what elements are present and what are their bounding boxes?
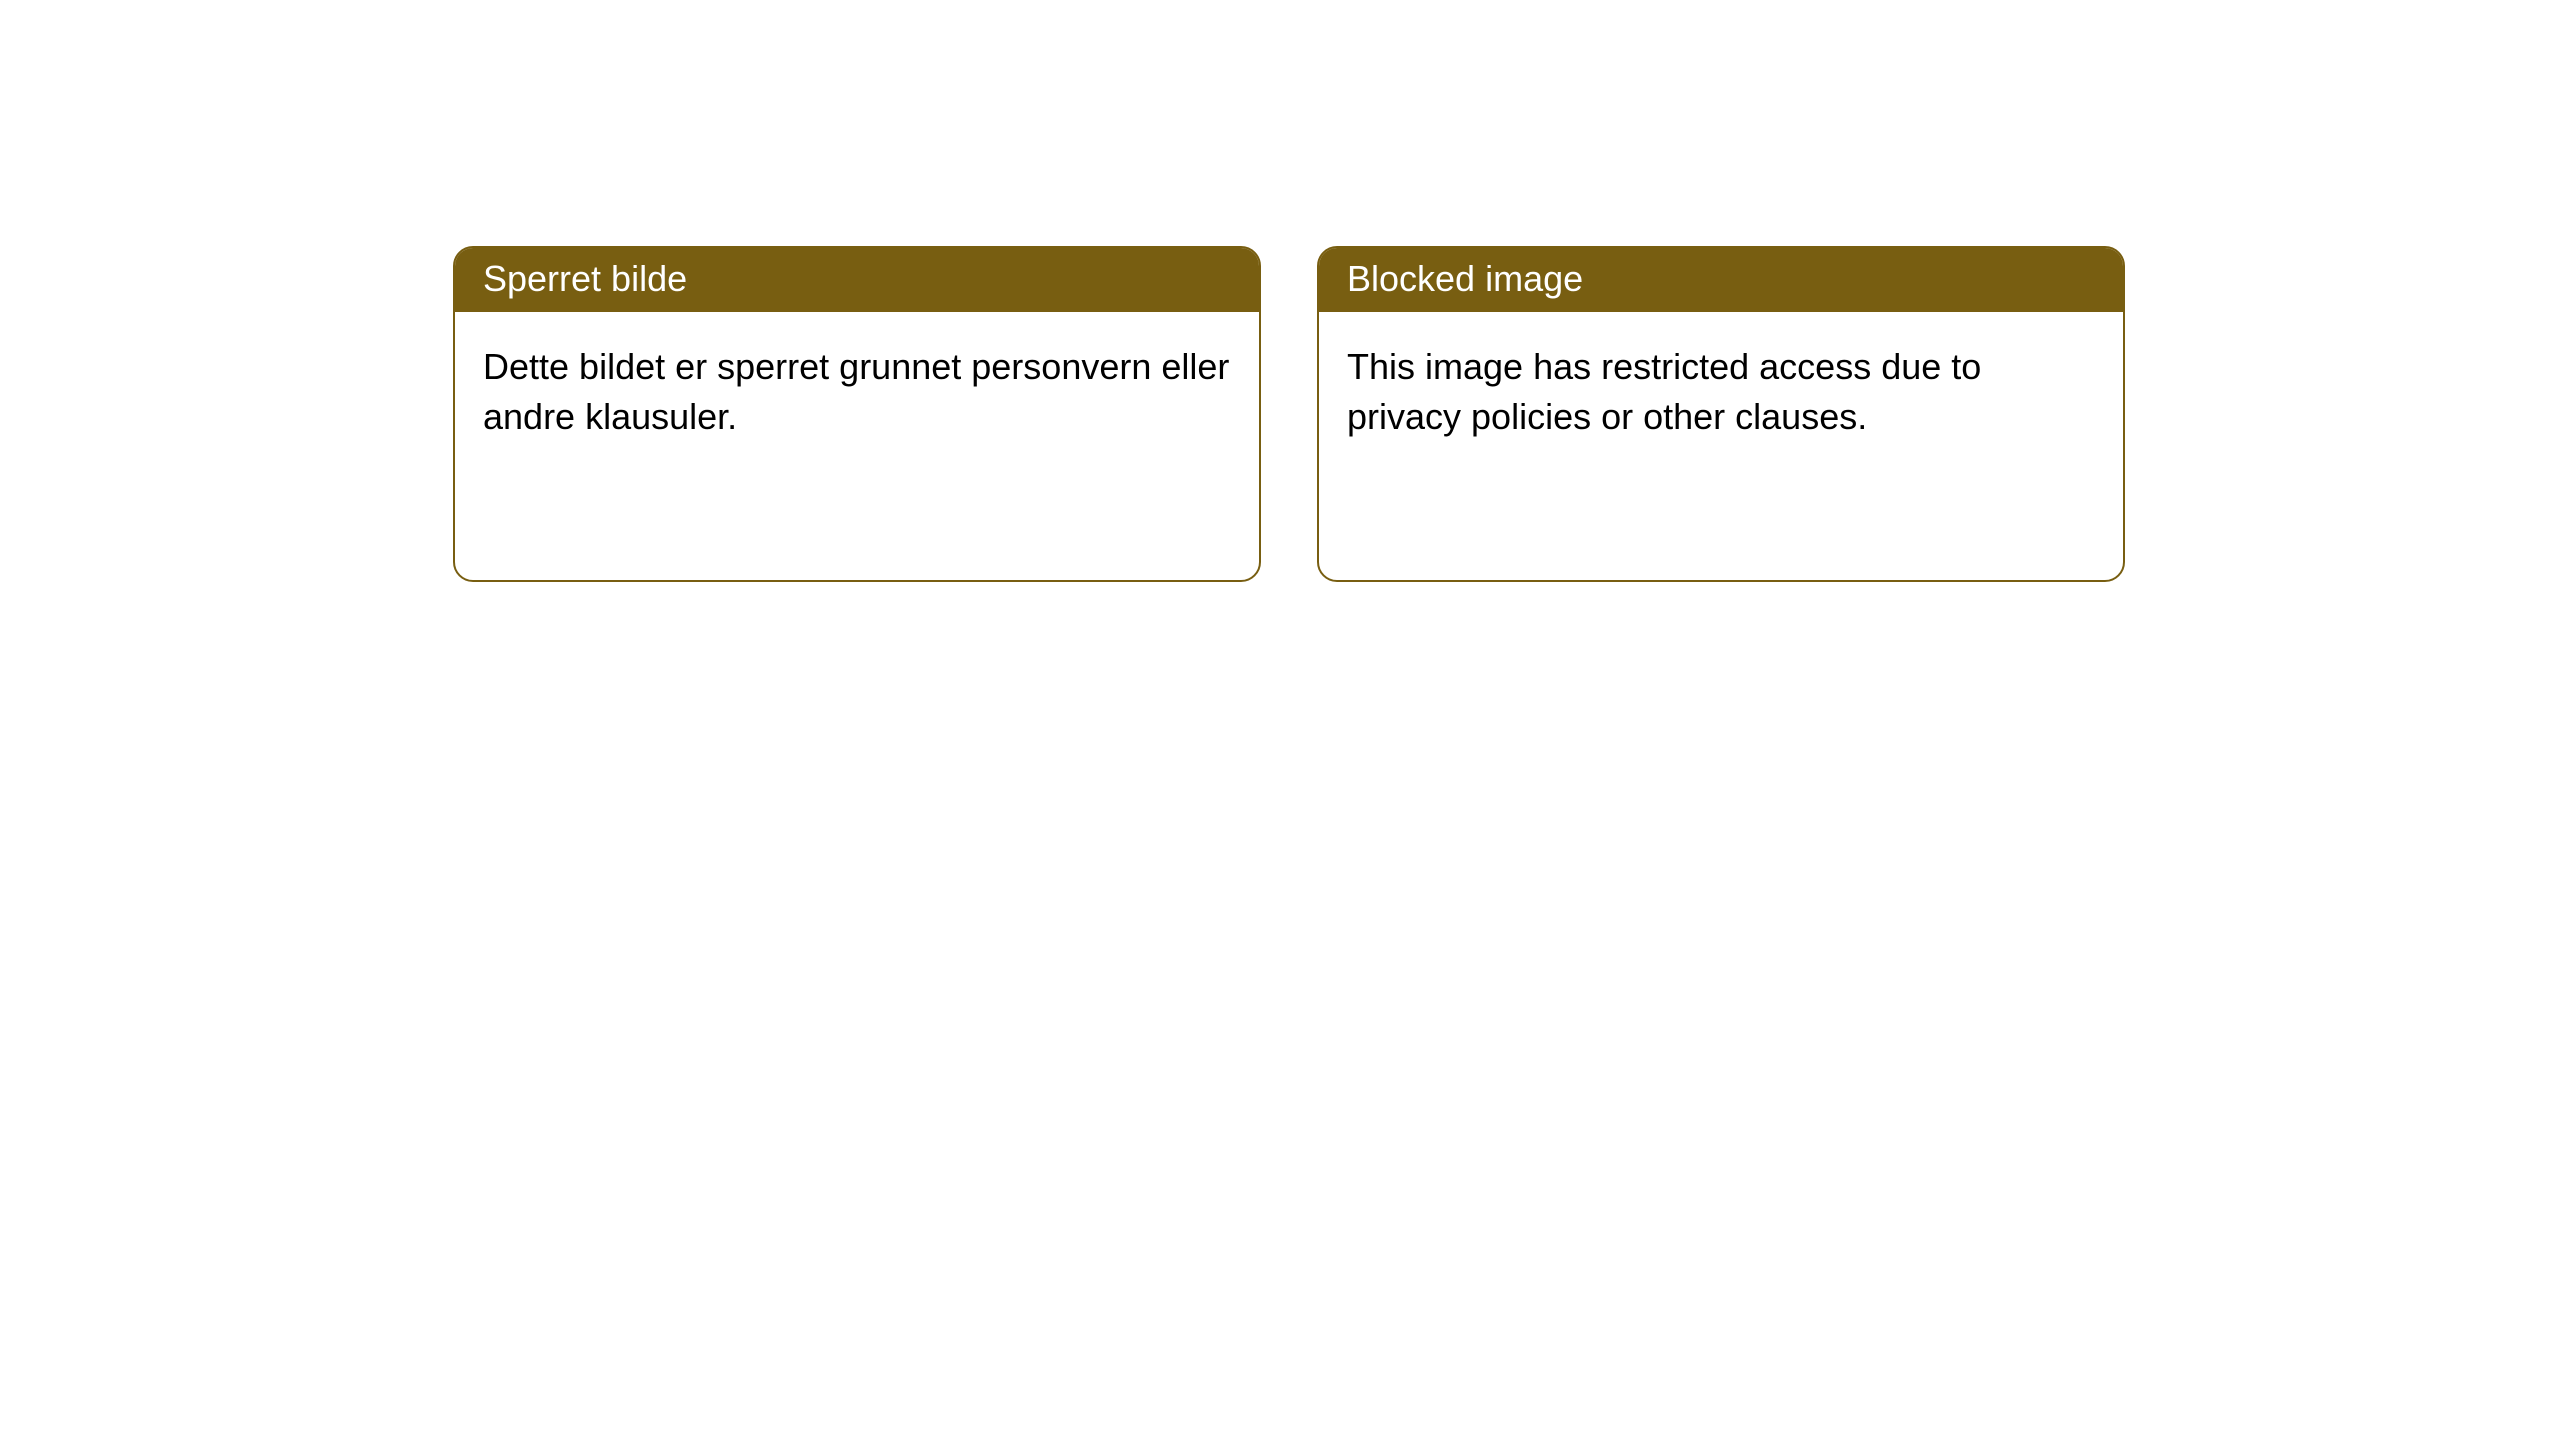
blocked-image-card-english: Blocked image This image has restricted … (1317, 246, 2125, 582)
card-title: Sperret bilde (483, 258, 687, 299)
card-message: This image has restricted access due to … (1347, 346, 1981, 437)
card-message: Dette bildet er sperret grunnet personve… (483, 346, 1229, 437)
card-body: This image has restricted access due to … (1319, 312, 2123, 473)
card-title: Blocked image (1347, 258, 1583, 299)
cards-container: Sperret bilde Dette bildet er sperret gr… (0, 0, 2560, 582)
card-header: Sperret bilde (455, 248, 1259, 312)
blocked-image-card-norwegian: Sperret bilde Dette bildet er sperret gr… (453, 246, 1261, 582)
card-header: Blocked image (1319, 248, 2123, 312)
card-body: Dette bildet er sperret grunnet personve… (455, 312, 1259, 473)
